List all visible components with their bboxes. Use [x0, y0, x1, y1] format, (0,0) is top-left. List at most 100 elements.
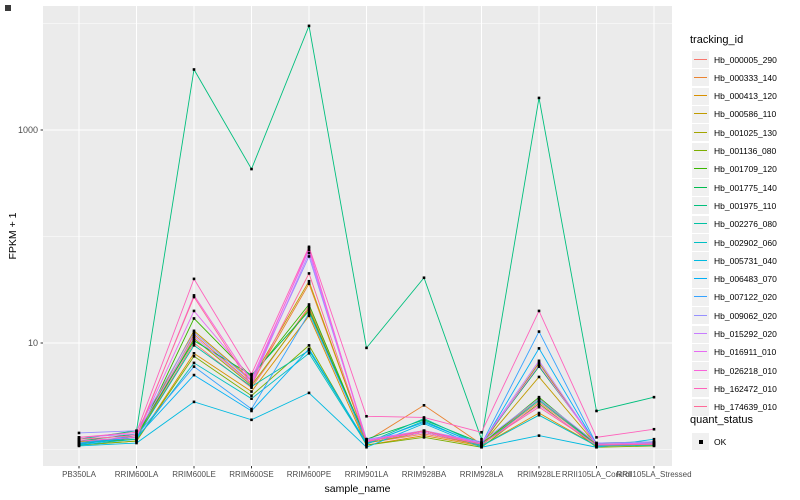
data-point: [537, 405, 541, 409]
data-point: [192, 329, 196, 333]
data-point: [77, 439, 81, 443]
legend-item: Hb_015292_020: [692, 325, 777, 343]
quant-status-item: OK: [692, 433, 726, 450]
data-point: [77, 431, 81, 435]
data-point: [192, 277, 196, 281]
data-point: [135, 432, 138, 436]
data-point: [307, 24, 311, 28]
data-point: [480, 445, 483, 449]
data-point: [537, 96, 541, 100]
data-point: [537, 365, 541, 368]
legend-item: Hb_006483_070: [692, 270, 777, 288]
data-point: [480, 431, 483, 434]
data-point: [422, 276, 426, 280]
data-point: [365, 440, 368, 444]
data-point: [537, 363, 541, 367]
legend-key-line-icon: [694, 241, 707, 243]
x-tick-label: RRII105LA_Stressed: [616, 470, 692, 479]
y-tick-label: 10: [27, 338, 38, 348]
legend-item: Hb_000333_140: [692, 69, 777, 87]
data-point: [537, 434, 541, 437]
data-point: [250, 380, 253, 384]
data-point: [365, 346, 368, 350]
legend-label: Hb_001775_140: [714, 182, 777, 193]
legend-label: Hb_009062_020: [714, 310, 777, 321]
data-point: [595, 436, 598, 439]
data-point: [250, 418, 253, 422]
data-point: [307, 279, 311, 283]
legend-label: Hb_002902_060: [714, 237, 777, 248]
data-point: [652, 427, 656, 431]
legend-key-line-icon: [694, 58, 707, 60]
legend-item: Hb_002902_060: [692, 234, 777, 251]
legend-item: Hb_001775_140: [692, 179, 777, 197]
x-tick-label: RRIM928LA: [459, 470, 504, 479]
quant-status-key: [692, 433, 709, 450]
data-point: [422, 422, 426, 425]
legend-item: Hb_001136_080: [692, 142, 776, 160]
data-point: [307, 303, 311, 306]
quant-status-label: OK: [714, 436, 727, 447]
legend-label: Hb_001709_120: [714, 164, 777, 175]
legend-key-line-icon: [694, 406, 707, 408]
data-point: [250, 372, 253, 376]
legend-label: Hb_000413_120: [714, 91, 777, 102]
legend-label: Hb_007122_020: [714, 292, 777, 303]
legend-label: Hb_002276_080: [714, 219, 777, 230]
legend-label: Hb_001025_130: [714, 127, 777, 138]
data-point: [250, 409, 253, 413]
x-axis-title: sample_name: [324, 483, 391, 495]
data-point: [250, 375, 253, 379]
data-point: [307, 314, 311, 318]
legend-key: [692, 87, 709, 105]
data-point: [77, 436, 81, 439]
data-point: [422, 436, 426, 439]
data-point: [422, 416, 426, 419]
data-point: [307, 309, 311, 313]
legend-label: Hb_026218_010: [714, 365, 777, 376]
legend-key: [692, 362, 709, 380]
data-point: [652, 437, 656, 441]
data-point: [192, 373, 196, 377]
data-point: [307, 305, 311, 308]
legend-key-line-icon: [694, 259, 707, 261]
x-tick-label: RRIM600LE: [172, 470, 216, 479]
data-point: [537, 309, 541, 313]
data-point: [595, 445, 598, 449]
data-point: [192, 295, 196, 299]
data-point: [537, 398, 541, 402]
legend-label: Hb_006483_070: [714, 274, 777, 285]
data-point: [537, 411, 541, 415]
legend-key: [692, 197, 709, 215]
data-point: [192, 68, 196, 71]
data-point: [192, 335, 196, 338]
legend-item: Hb_000413_120: [692, 87, 777, 105]
data-point: [192, 355, 196, 358]
data-point: [537, 400, 541, 404]
data-point: [135, 434, 138, 437]
data-point: [537, 347, 541, 350]
data-point: [480, 437, 483, 441]
data-point: [537, 330, 541, 333]
data-point: [422, 404, 426, 407]
data-point: [192, 344, 196, 347]
data-point: [250, 394, 253, 398]
data-point: [192, 339, 196, 343]
legend-label: Hb_000586_110: [714, 109, 777, 120]
data-point: [135, 441, 138, 445]
legend-item: Hb_016911_010: [692, 343, 776, 361]
legend-label: Hb_005731_040: [714, 255, 777, 266]
data-point: [307, 391, 311, 395]
legend-key: [692, 105, 709, 123]
data-point: [537, 402, 541, 405]
data-point: [192, 331, 196, 334]
legend-label: Hb_162472_010: [714, 383, 777, 394]
legend-key-line-icon: [694, 278, 707, 280]
legend-key-line-icon: [694, 369, 707, 371]
x-tick-label: RRIM928BA: [401, 470, 447, 479]
legend-item: Hb_000586_110: [692, 105, 777, 123]
legend-item: Hb_000005_290: [692, 51, 777, 68]
data-point: [77, 444, 81, 448]
legend-key: [692, 234, 709, 251]
